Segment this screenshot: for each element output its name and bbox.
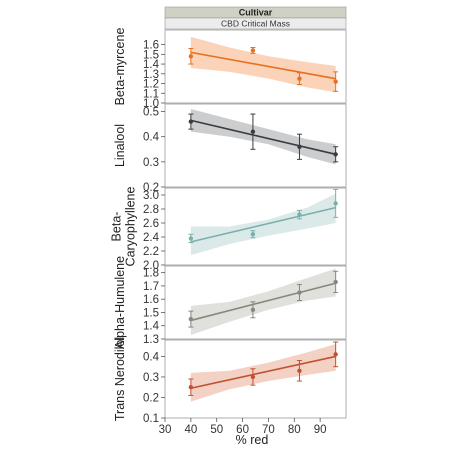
header-subtitle-bar [164,17,347,30]
chart-title: Cultivar [239,8,273,18]
panel-2: 0.2 0.3 0.4 0.5 Linalool [113,103,347,194]
x-tick-label: 90 [314,424,327,436]
y-tick-label: 0.4 [143,351,160,363]
y-tick-label: 0.2 [143,392,159,404]
panel-4: 1.31.4 1.51.61.71.8 Alpha-Humulene [113,256,347,349]
y-tick-label: 2.4 [143,232,160,244]
y-axis-label: Beta-myrcene [113,28,127,106]
x-tick-label: 70 [262,424,275,436]
y-tick-label: 1.8 [143,268,159,280]
y-tick-label: 0.3 [143,157,159,169]
data-point [297,368,302,373]
fit-line [190,282,336,322]
y-tick-label: 1.6 [143,294,159,306]
data-point [250,48,256,53]
y-tick-label: 1.7 [143,281,159,293]
y-tick-label: 1.3 [143,69,159,81]
data-point [297,76,302,81]
y-tick-label: 0.2 [143,182,159,194]
y-tick-label: 1.6 [143,40,159,52]
chart-subtitle: CBD Critical Mass [221,19,290,29]
fit-line [190,206,336,243]
data-point [250,129,256,134]
y-axis-label: Beta-Caryophyllene [109,187,137,267]
data-point [333,201,338,206]
y-tick-label: 1.4 [143,321,160,333]
x-axis: 30 40 50 60 70 80 90 [159,418,327,436]
y-axis-label-line: Beta- [109,212,123,242]
data-point [250,374,256,380]
y-tick-label: 0.4 [143,132,160,144]
y-tick-label: 0.5 [143,107,159,119]
data-point [297,144,302,149]
data-point [188,316,194,322]
fit-line [190,119,336,156]
y-tick-label: 0.1 [143,413,159,425]
x-tick-label: 50 [210,424,223,436]
y-tick-label: 1.2 [143,79,159,91]
panel-3: 2.0 2.2 2.4 2.6 2.8 3.0 Beta-Caryophyllene [109,187,347,272]
data-point [297,212,302,217]
y-tick-label: 2.0 [143,260,159,272]
x-tick-label: 80 [288,424,301,436]
x-axis-label: % red [236,433,269,447]
data-point [188,54,194,59]
x-tick-label: 60 [236,424,249,436]
y-tick-label: 1.3 [143,334,159,346]
data-point [333,152,338,157]
y-tick-label: 1.5 [143,307,159,319]
y-tick-label: 0.3 [143,372,159,384]
y-tick-label: 2.6 [143,218,159,230]
y-axis-label: Trans Nerodilol [113,337,127,421]
fit-line [190,355,336,390]
y-tick-label: 1.1 [143,88,159,100]
data-point [250,307,256,312]
data-point [188,119,194,124]
panel-5: 0.1 0.2 0.3 0.4 Trans Nerodilol [113,337,347,425]
data-point [333,279,338,285]
panel-1: 1.01.11.21.31.41.51.6 Beta-myrcene [113,28,347,110]
chart-panels: 1.01.11.21.31.41.51.6Beta-myrcene0.20.30… [109,28,347,425]
y-tick-label: 1.0 [143,98,159,110]
y-tick-label: 1.4 [143,59,160,71]
data-point [333,79,338,84]
x-tick-label: 30 [159,424,172,436]
x-tick-label: 40 [184,424,197,436]
data-point [188,385,194,390]
data-point [297,290,302,295]
data-point [250,232,256,237]
data-point [333,352,338,357]
fit-line [190,51,336,80]
y-tick-label: 1.5 [143,49,159,61]
y-tick-label: 3.0 [143,190,159,202]
data-point [188,236,194,241]
chart-header: Cultivar CBD Critical Mass [164,6,347,30]
y-axis-label: Linalool [113,124,127,167]
y-tick-label: 2.2 [143,246,159,258]
y-axis-label-line: Caryophyllene [124,187,138,267]
y-axis-label: Alpha-Humulene [113,256,127,349]
y-tick-label: 2.8 [143,204,159,216]
